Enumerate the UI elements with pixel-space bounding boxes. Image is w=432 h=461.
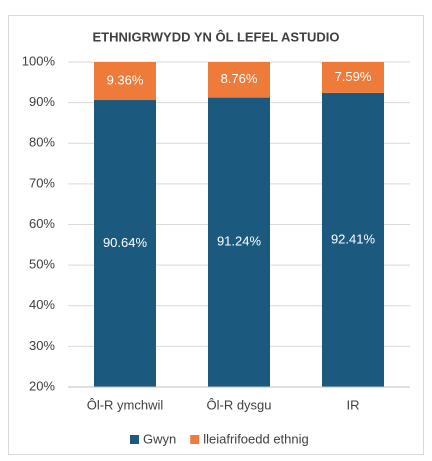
bar-segment	[322, 62, 384, 93]
bar-segment	[208, 62, 270, 98]
bar-segment	[94, 62, 156, 101]
data-label: 7.59%	[335, 69, 372, 84]
y-tick-label: 40%	[29, 297, 55, 312]
bar-segment	[94, 100, 156, 388]
y-tick-label: 100%	[22, 53, 56, 68]
x-tick-label: Ôl-R dysgu	[206, 397, 271, 412]
legend-label: lleiafrifoedd ethnig	[203, 431, 309, 446]
legend-label: Gwyn	[143, 431, 176, 446]
data-label: 8.76%	[221, 71, 258, 86]
data-label: 91.24%	[217, 234, 262, 249]
legend-swatch	[190, 435, 200, 444]
y-tick-label: 90%	[29, 94, 55, 109]
legend-swatch	[130, 435, 139, 444]
x-tick-label: IR	[347, 397, 360, 412]
y-tick-label: 80%	[29, 135, 55, 150]
y-tick-label: 60%	[29, 216, 55, 231]
y-tick-label: 70%	[29, 175, 55, 190]
bar-segment	[322, 92, 384, 387]
chart-title: ETHNIGRWYDD YN ÔL LEFEL ASTUDIO	[92, 29, 339, 44]
y-tick-label: 20%	[29, 378, 55, 393]
y-tick-label: 50%	[29, 257, 55, 272]
data-label: 90.64%	[103, 235, 148, 250]
x-tick-label: Ôl-R ymchwil	[87, 397, 164, 412]
bar-segment	[208, 97, 270, 388]
y-tick-label: 30%	[29, 338, 55, 353]
data-label: 92.41%	[331, 231, 376, 246]
data-label: 9.36%	[107, 72, 144, 87]
